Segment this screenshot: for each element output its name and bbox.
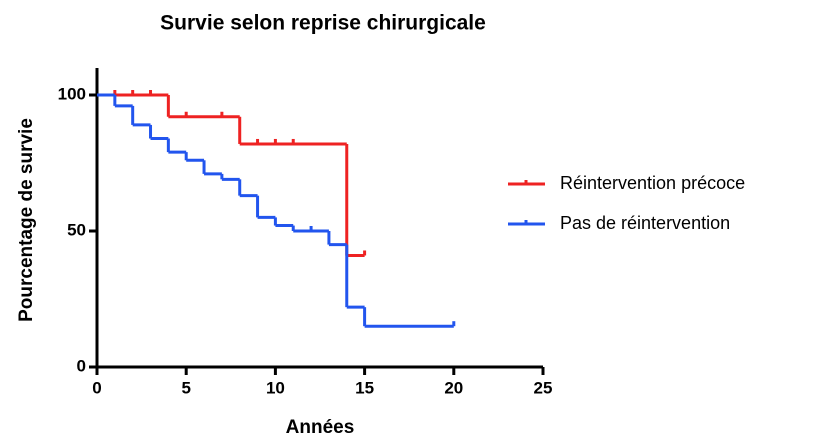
chart-title: Survie selon reprise chirurgicale	[160, 12, 486, 35]
legend-label: Pas de réintervention	[560, 213, 730, 233]
x-tick-label: 0	[92, 378, 101, 397]
x-tick-label: 15	[355, 378, 374, 397]
legend-label: Réintervention précoce	[560, 173, 745, 193]
x-tick-label: 10	[266, 378, 285, 397]
y-tick-label: 100	[58, 84, 86, 103]
x-tick-label: 5	[181, 378, 190, 397]
y-axis-label: Pourcentage de survie	[16, 118, 37, 322]
y-tick-label: 50	[67, 220, 86, 239]
x-tick-label: 20	[444, 378, 463, 397]
y-tick-label: 0	[77, 356, 86, 375]
x-tick-label: 25	[534, 378, 553, 397]
x-axis-label: Années	[286, 417, 355, 438]
